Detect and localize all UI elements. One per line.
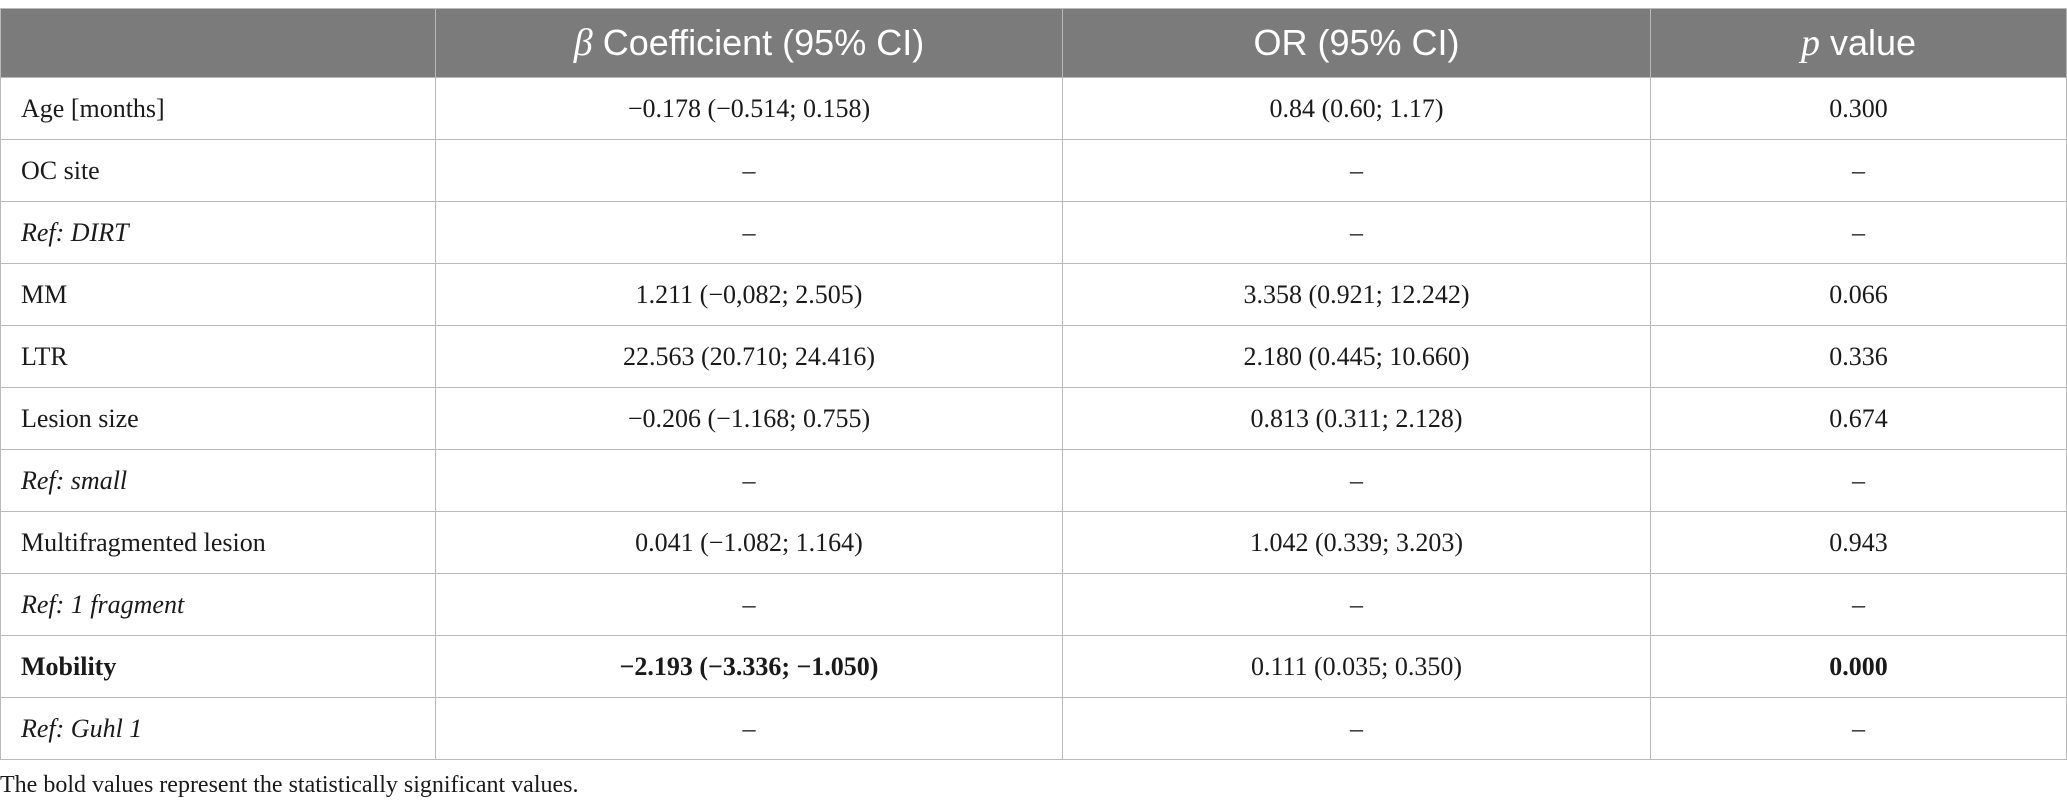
table-row: LTR 22.563 (20.710; 24.416) 2.180 (0.445… <box>0 325 2067 388</box>
header-beta-text: Coefficient (95% CI) <box>592 22 925 63</box>
p-cell: 0.943 <box>1650 511 2067 574</box>
p-cell: – <box>1650 201 2067 264</box>
p-cell: 0.674 <box>1650 387 2067 450</box>
row-label: Ref: small <box>0 449 436 512</box>
table-row-reference: Ref: 1 fragment – – – <box>0 573 2067 636</box>
beta-symbol: β <box>573 22 593 64</box>
beta-cell: 0.041 (−1.082; 1.164) <box>435 511 1063 574</box>
table-row: Age [months] −0.178 (−0.514; 0.158) 0.84… <box>0 77 2067 140</box>
header-p-text: value <box>1819 22 1917 63</box>
table-row-reference: Ref: Guhl 1 – – – <box>0 697 2067 760</box>
or-cell: – <box>1062 697 1651 760</box>
row-label: Ref: DIRT <box>0 201 436 264</box>
beta-cell: 22.563 (20.710; 24.416) <box>435 325 1063 388</box>
row-label: Lesion size <box>0 387 436 450</box>
row-label: MM <box>0 263 436 326</box>
table-row-reference: Ref: small – – – <box>0 449 2067 512</box>
beta-cell: – <box>435 449 1063 512</box>
row-label: Age [months] <box>0 77 436 140</box>
table-header: β Coefficient (95% CI) OR (95% CI) p val… <box>0 8 2067 78</box>
p-cell: – <box>1650 449 2067 512</box>
table-row: Lesion size −0.206 (−1.168; 0.755) 0.813… <box>0 387 2067 450</box>
beta-cell: – <box>435 573 1063 636</box>
beta-cell: 1.211 (−0,082; 2.505) <box>435 263 1063 326</box>
or-cell: – <box>1062 201 1651 264</box>
p-cell: 0.336 <box>1650 325 2067 388</box>
or-cell: 0.111 (0.035; 0.350) <box>1062 635 1651 698</box>
table-row-reference: Ref: DIRT – – – <box>0 201 2067 264</box>
p-cell: 0.066 <box>1650 263 2067 326</box>
beta-cell: −0.206 (−1.168; 0.755) <box>435 387 1063 450</box>
row-label: Ref: 1 fragment <box>0 573 436 636</box>
p-cell: 0.300 <box>1650 77 2067 140</box>
table-row: OC site – – – <box>0 139 2067 202</box>
header-p-value: p value <box>1650 8 2067 78</box>
p-cell: – <box>1650 139 2067 202</box>
p-symbol: p <box>1800 22 1820 64</box>
results-table-container: β Coefficient (95% CI) OR (95% CI) p val… <box>0 8 2067 760</box>
or-cell: 3.358 (0.921; 12.242) <box>1062 263 1651 326</box>
header-odds-ratio: OR (95% CI) <box>1062 8 1651 78</box>
beta-cell: −0.178 (−0.514; 0.158) <box>435 77 1063 140</box>
table-body: Age [months] −0.178 (−0.514; 0.158) 0.84… <box>0 77 2067 760</box>
header-beta-coefficient: β Coefficient (95% CI) <box>435 8 1063 78</box>
or-cell: – <box>1062 449 1651 512</box>
beta-cell: −2.193 (−3.336; −1.050) <box>435 635 1063 698</box>
row-label: LTR <box>0 325 436 388</box>
or-cell: 0.84 (0.60; 1.17) <box>1062 77 1651 140</box>
header-variable <box>0 8 436 78</box>
row-label: OC site <box>0 139 436 202</box>
or-cell: – <box>1062 573 1651 636</box>
table-row: Multifragmented lesion 0.041 (−1.082; 1.… <box>0 511 2067 574</box>
p-cell: – <box>1650 573 2067 636</box>
table-row: MM 1.211 (−0,082; 2.505) 3.358 (0.921; 1… <box>0 263 2067 326</box>
table-row-significant: Mobility −2.193 (−3.336; −1.050) 0.111 (… <box>0 635 2067 698</box>
p-cell: – <box>1650 697 2067 760</box>
table-footnote: The bold values represent the statistica… <box>0 772 579 798</box>
row-label: Mobility <box>0 635 436 698</box>
or-cell: – <box>1062 139 1651 202</box>
row-label: Multifragmented lesion <box>0 511 436 574</box>
row-label: Ref: Guhl 1 <box>0 697 436 760</box>
or-cell: 2.180 (0.445; 10.660) <box>1062 325 1651 388</box>
beta-cell: – <box>435 139 1063 202</box>
p-cell: 0.000 <box>1650 635 2067 698</box>
regression-results-table: β Coefficient (95% CI) OR (95% CI) p val… <box>0 8 2067 760</box>
or-cell: 1.042 (0.339; 3.203) <box>1062 511 1651 574</box>
or-cell: 0.813 (0.311; 2.128) <box>1062 387 1651 450</box>
beta-cell: – <box>435 201 1063 264</box>
beta-cell: – <box>435 697 1063 760</box>
header-row: β Coefficient (95% CI) OR (95% CI) p val… <box>0 8 2067 78</box>
